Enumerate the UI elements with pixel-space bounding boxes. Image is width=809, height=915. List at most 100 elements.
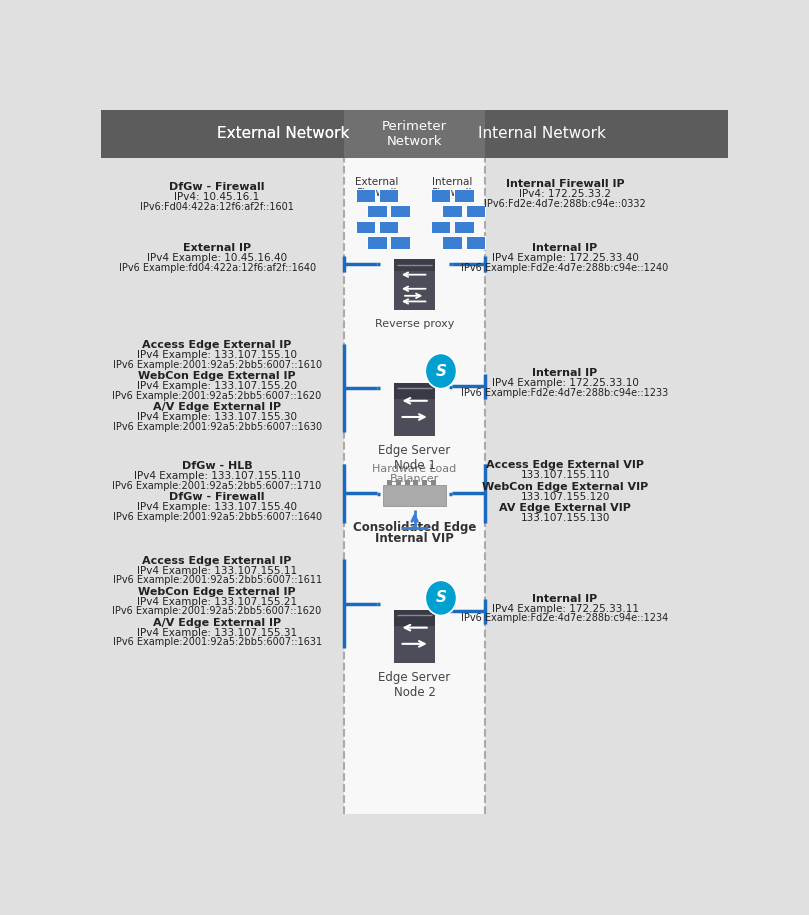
Circle shape <box>426 580 456 616</box>
Text: IPv4 Example: 133.107.155.21: IPv4 Example: 133.107.155.21 <box>137 597 297 607</box>
Text: Perimeter
Network: Perimeter Network <box>382 120 447 147</box>
Text: DfGw - Firewall: DfGw - Firewall <box>169 182 265 192</box>
Text: IPv4 Example: 133.107.155.110: IPv4 Example: 133.107.155.110 <box>133 471 300 481</box>
Bar <box>101 110 345 814</box>
Text: IPv4 Example: 133.107.155.11: IPv4 Example: 133.107.155.11 <box>137 565 297 576</box>
Text: 133.107.155.130: 133.107.155.130 <box>520 512 610 522</box>
Text: IPv4: 10.45.16.1: IPv4: 10.45.16.1 <box>175 192 260 202</box>
Text: IPv6 Example:2001:92a5:2bb5:6007::1640: IPv6 Example:2001:92a5:2bb5:6007::1640 <box>112 512 322 522</box>
Text: Internal Network: Internal Network <box>478 126 606 141</box>
Text: IPv6 Example:2001:92a5:2bb5:6007::1630: IPv6 Example:2001:92a5:2bb5:6007::1630 <box>112 422 322 432</box>
Bar <box>413 479 418 485</box>
Text: IPv6 Example:fd04:422a:12f6:af2f::1640: IPv6 Example:fd04:422a:12f6:af2f::1640 <box>119 263 316 273</box>
Text: 133.107.155.110: 133.107.155.110 <box>520 469 610 479</box>
Text: IPv6 Example:2001:92a5:2bb5:6007::1631: IPv6 Example:2001:92a5:2bb5:6007::1631 <box>112 638 322 648</box>
Text: DfGw - HLB: DfGw - HLB <box>182 461 252 471</box>
Bar <box>394 259 435 274</box>
Text: IPv4 Example: 133.107.155.40: IPv4 Example: 133.107.155.40 <box>137 502 297 512</box>
Text: AV Edge External VIP: AV Edge External VIP <box>499 503 631 513</box>
Text: DfGw - Firewall: DfGw - Firewall <box>169 492 265 502</box>
Text: External Network: External Network <box>217 126 349 141</box>
Text: WebCon Edge External IP: WebCon Edge External IP <box>138 587 296 597</box>
Text: Internal IP: Internal IP <box>532 594 598 604</box>
Circle shape <box>426 353 456 389</box>
Bar <box>394 383 435 401</box>
Bar <box>345 110 485 157</box>
Text: IPv4 Example: 10.45.16.40: IPv4 Example: 10.45.16.40 <box>147 253 287 263</box>
Text: WebCon Edge External VIP: WebCon Edge External VIP <box>482 481 648 491</box>
Bar <box>391 205 410 218</box>
Text: External
Firewall: External Firewall <box>355 177 399 199</box>
Text: IPv4 Example: 133.107.155.31: IPv4 Example: 133.107.155.31 <box>137 628 297 638</box>
Text: IPv6 Example:2001:92a5:2bb5:6007::1710: IPv6 Example:2001:92a5:2bb5:6007::1710 <box>112 481 322 491</box>
Text: IPv6 Example:2001:92a5:2bb5:6007::1620: IPv6 Example:2001:92a5:2bb5:6007::1620 <box>112 607 322 617</box>
Text: S: S <box>435 590 447 606</box>
Bar <box>391 236 410 249</box>
Text: IPv6 Example:Fd2e:4d7e:288b:c94e::1234: IPv6 Example:Fd2e:4d7e:288b:c94e::1234 <box>461 613 669 623</box>
Text: Edge Server
Node 2: Edge Server Node 2 <box>379 672 451 699</box>
Text: Balancer: Balancer <box>390 474 439 484</box>
Bar <box>466 205 485 218</box>
Text: S: S <box>435 363 447 379</box>
Text: IPv4 Example: 133.107.155.20: IPv4 Example: 133.107.155.20 <box>137 381 297 391</box>
Text: External IP: External IP <box>183 242 251 253</box>
Text: Internal Firewall IP: Internal Firewall IP <box>506 179 625 189</box>
Bar <box>443 205 462 218</box>
Bar <box>379 221 398 233</box>
Bar <box>485 110 728 157</box>
Bar <box>431 221 451 233</box>
Text: IPv6:Fd2e:4d7e:288b:c94e::0332: IPv6:Fd2e:4d7e:288b:c94e::0332 <box>485 199 646 210</box>
Text: Internal IP: Internal IP <box>532 242 598 253</box>
Text: Internal
Firewall: Internal Firewall <box>432 177 472 199</box>
Bar <box>454 189 473 201</box>
Text: Access Edge External IP: Access Edge External IP <box>142 555 292 565</box>
Text: IPv6 Example:2001:92a5:2bb5:6007::1620: IPv6 Example:2001:92a5:2bb5:6007::1620 <box>112 391 322 401</box>
Text: Internal VIP: Internal VIP <box>375 532 454 544</box>
Text: Internal IP: Internal IP <box>532 369 598 378</box>
Bar <box>431 479 436 485</box>
Bar <box>396 479 400 485</box>
Bar <box>383 485 446 507</box>
Bar <box>387 479 392 485</box>
Bar <box>345 110 485 814</box>
Text: IPv4: 172.25.33.2: IPv4: 172.25.33.2 <box>519 189 611 199</box>
Text: External Network: External Network <box>217 126 349 141</box>
Bar <box>394 272 435 310</box>
Text: Access Edge External IP: Access Edge External IP <box>142 340 292 350</box>
Text: IPv4 Example: 133.107.155.10: IPv4 Example: 133.107.155.10 <box>137 350 297 360</box>
Text: IPv4 Example: 172.25.33.40: IPv4 Example: 172.25.33.40 <box>492 253 638 263</box>
Bar <box>466 236 485 249</box>
Text: A/V Edge External IP: A/V Edge External IP <box>153 618 282 628</box>
Bar <box>443 236 462 249</box>
Text: IPv4 Example: 133.107.155.30: IPv4 Example: 133.107.155.30 <box>137 412 297 422</box>
Text: Consolidated Edge: Consolidated Edge <box>353 522 477 534</box>
Bar <box>367 236 387 249</box>
Bar <box>431 189 451 201</box>
Text: Reverse proxy: Reverse proxy <box>375 319 455 329</box>
Bar <box>367 205 387 218</box>
Text: IPv6 Example:2001:92a5:2bb5:6007::1611: IPv6 Example:2001:92a5:2bb5:6007::1611 <box>112 576 322 586</box>
Text: A/V Edge External IP: A/V Edge External IP <box>153 402 282 412</box>
Text: IPv6:Fd04:422a:12f6:af2f::1601: IPv6:Fd04:422a:12f6:af2f::1601 <box>140 202 294 212</box>
Text: IPv4 Example: 172.25.33.11: IPv4 Example: 172.25.33.11 <box>492 604 638 614</box>
Bar <box>101 110 345 157</box>
Bar <box>356 221 375 233</box>
Bar <box>394 610 435 628</box>
Text: IPv4 Example: 172.25.33.10: IPv4 Example: 172.25.33.10 <box>492 378 638 388</box>
Text: 133.107.155.120: 133.107.155.120 <box>520 491 610 501</box>
Bar <box>404 479 409 485</box>
Bar <box>454 221 473 233</box>
Text: WebCon Edge External IP: WebCon Edge External IP <box>138 371 296 382</box>
Text: IPv6 Example:2001:92a5:2bb5:6007::1610: IPv6 Example:2001:92a5:2bb5:6007::1610 <box>112 360 322 370</box>
Text: Edge Server
Node 1: Edge Server Node 1 <box>379 445 451 472</box>
Bar <box>422 479 427 485</box>
Bar <box>394 626 435 662</box>
Text: IPv6 Example:Fd2e:4d7e:288b:c94e::1240: IPv6 Example:Fd2e:4d7e:288b:c94e::1240 <box>461 263 669 273</box>
Text: IPv6 Example:Fd2e:4d7e:288b:c94e::1233: IPv6 Example:Fd2e:4d7e:288b:c94e::1233 <box>461 388 669 398</box>
Text: Hardware Load: Hardware Load <box>372 464 457 474</box>
Bar <box>485 110 728 814</box>
Bar <box>356 189 375 201</box>
Bar <box>379 189 398 201</box>
Text: Access Edge External VIP: Access Edge External VIP <box>486 460 644 470</box>
Bar <box>394 399 435 436</box>
